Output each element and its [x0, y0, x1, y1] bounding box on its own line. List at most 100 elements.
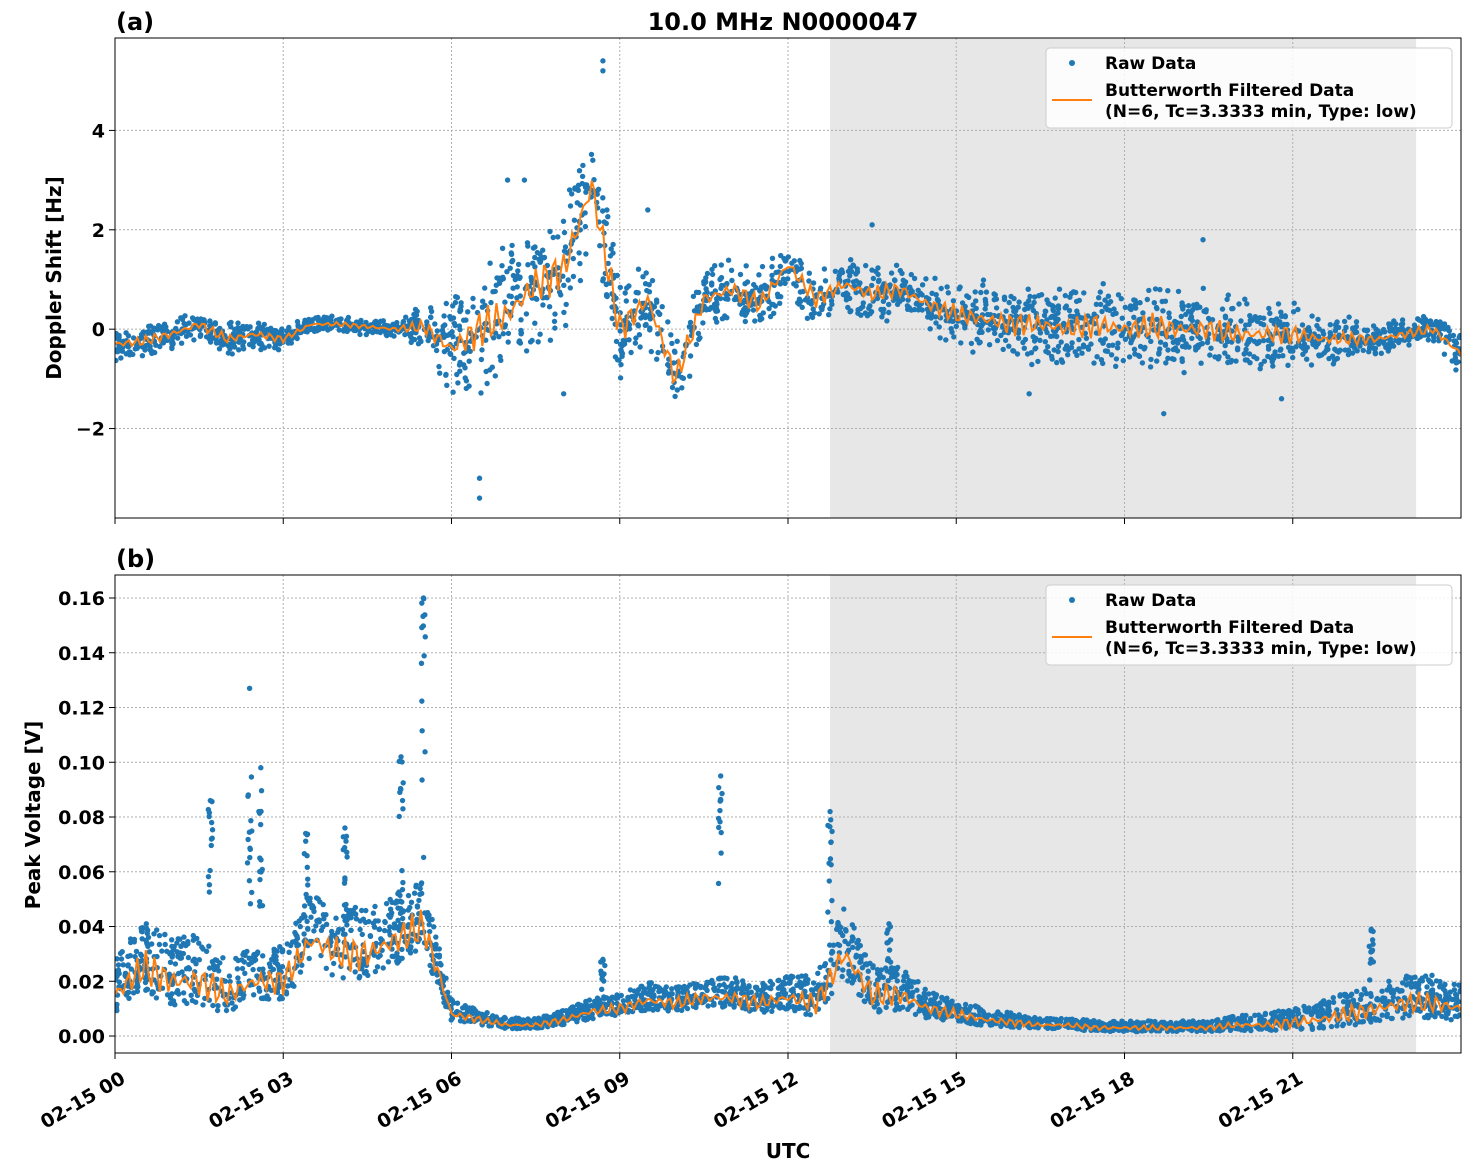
raw-data-point — [1233, 358, 1239, 364]
raw-data-point — [1376, 339, 1382, 346]
raw-data-point — [769, 264, 775, 270]
raw-data-point — [1286, 1007, 1292, 1014]
raw-data-point — [1268, 355, 1274, 361]
raw-data-point — [850, 944, 856, 950]
raw-data-point — [1330, 995, 1337, 1001]
raw-data-point — [1427, 978, 1434, 985]
raw-data-point — [866, 305, 872, 311]
raw-data-point — [1425, 337, 1432, 343]
raw-data-point — [380, 965, 386, 971]
raw-data-point — [505, 330, 512, 337]
raw-data-point — [603, 220, 609, 227]
raw-data-point — [1054, 333, 1060, 340]
raw-data-point — [443, 372, 449, 378]
raw-data-point — [1098, 357, 1105, 363]
raw-data-point — [372, 968, 379, 975]
raw-data-point — [444, 382, 450, 388]
raw-data-point — [387, 906, 394, 912]
raw-data-point — [418, 881, 424, 887]
raw-data-point — [518, 327, 524, 334]
raw-data-point — [669, 384, 676, 391]
raw-data-point — [255, 320, 262, 326]
raw-data-point — [466, 383, 472, 389]
raw-data-point — [560, 273, 566, 279]
raw-data-point — [256, 988, 263, 994]
raw-data-point — [123, 992, 130, 998]
raw-data-point — [174, 940, 180, 946]
raw-data-point — [215, 1003, 221, 1009]
raw-data-point — [704, 270, 711, 277]
raw-data-point — [926, 991, 932, 997]
raw-data-point — [1035, 358, 1041, 365]
raw-data-point — [428, 305, 434, 311]
raw-data-point — [843, 928, 849, 934]
raw-data-point — [1378, 350, 1385, 356]
raw-data-point — [980, 277, 987, 283]
raw-data-point — [1282, 314, 1289, 320]
raw-data-point — [151, 931, 157, 937]
raw-data-point — [663, 989, 669, 995]
raw-data-point — [1241, 351, 1247, 357]
raw-data-point — [437, 370, 443, 376]
raw-data-point — [360, 916, 367, 922]
raw-data-point — [1097, 289, 1104, 295]
raw-data-point — [1168, 1019, 1174, 1026]
raw-data-point — [552, 325, 558, 331]
raw-data-point — [849, 934, 856, 940]
raw-data-point — [635, 290, 641, 296]
raw-data-point — [240, 343, 246, 349]
raw-data-point — [1157, 339, 1164, 345]
raw-data-point — [876, 975, 883, 981]
raw-data-point — [1452, 991, 1459, 998]
raw-data-point — [462, 1005, 469, 1011]
raw-data-point — [412, 306, 419, 313]
raw-data-point — [1140, 310, 1146, 316]
raw-data-point — [457, 368, 463, 374]
raw-data-point — [264, 326, 270, 333]
raw-data-point — [986, 342, 993, 348]
raw-data-point — [1261, 358, 1268, 364]
raw-data-point — [1412, 974, 1418, 980]
raw-data-point — [1325, 346, 1331, 353]
raw-data-point — [977, 339, 983, 345]
panel-label-a: (a) — [116, 8, 154, 36]
raw-data-point — [1250, 316, 1256, 322]
raw-data-point — [1067, 294, 1073, 300]
raw-data-point — [791, 258, 797, 264]
raw-data-point — [289, 939, 296, 945]
raw-data-point — [865, 968, 871, 974]
raw-data-point — [1281, 321, 1287, 328]
raw-data-point — [700, 320, 706, 326]
raw-data-point — [1042, 339, 1049, 345]
raw-data-point — [928, 997, 934, 1003]
y-tick-label: 0 — [92, 319, 105, 341]
y-tick-label: 2 — [92, 220, 105, 242]
raw-data-point — [1044, 297, 1050, 303]
raw-data-point — [1257, 366, 1263, 372]
raw-data-point — [1126, 320, 1132, 327]
raw-data-point — [932, 1011, 938, 1018]
raw-data-point — [970, 349, 976, 355]
raw-data-point — [499, 245, 506, 251]
raw-data-point — [408, 330, 414, 337]
raw-data-point — [888, 270, 895, 276]
raw-data-point — [582, 223, 589, 230]
raw-data-point — [694, 304, 700, 310]
raw-data-point — [433, 934, 439, 940]
legend-raw-label: Raw Data — [1105, 54, 1196, 74]
raw-data-point — [323, 324, 329, 331]
raw-data-point — [617, 284, 623, 291]
raw-data-point — [1011, 295, 1017, 302]
raw-data-point — [1443, 1015, 1449, 1021]
raw-data-point — [172, 961, 179, 967]
raw-data-point — [340, 975, 346, 981]
raw-data-point — [1396, 327, 1403, 333]
raw-data-point — [693, 341, 700, 348]
raw-data-point — [886, 309, 892, 316]
raw-data-point — [291, 983, 297, 989]
raw-data-point — [908, 271, 914, 278]
raw-data-point — [1316, 353, 1323, 359]
raw-data-point — [839, 267, 845, 273]
raw-data-point — [493, 282, 499, 288]
raw-data-point — [1361, 987, 1368, 993]
